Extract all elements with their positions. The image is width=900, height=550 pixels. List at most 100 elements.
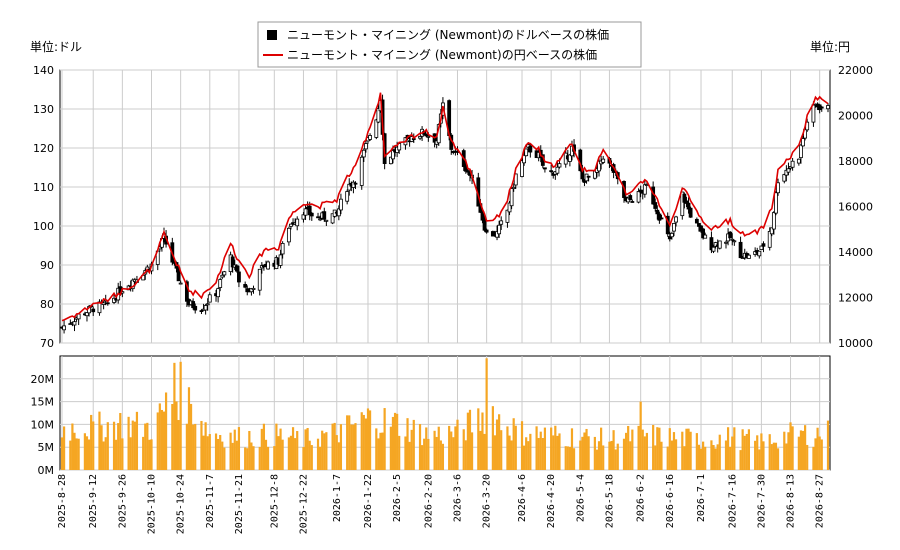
candle-body (724, 241, 728, 244)
candle-body (686, 202, 691, 210)
jpy-tick-label: 22000 (838, 64, 873, 77)
volume-bar (714, 448, 717, 470)
volume-bar (641, 429, 644, 470)
candle-body (309, 212, 314, 217)
candle-body (243, 284, 248, 288)
volume-bar (121, 438, 124, 470)
volume-bar (583, 432, 586, 470)
volume-bar (287, 437, 290, 470)
candle-body (771, 212, 776, 230)
candle-body (826, 105, 830, 110)
legend: ニューモント・マイニング (Newmont)のドルベースの株価 ニューモント・マ… (257, 21, 642, 68)
date-tick-label: 2026-7-30 (756, 474, 767, 528)
volume-bar (71, 423, 74, 470)
volume-bar (368, 410, 372, 470)
volume-bar (768, 434, 771, 470)
volume-bar (75, 438, 78, 470)
volume-bar (131, 420, 134, 470)
candle-body (307, 205, 312, 216)
volume-bar (674, 439, 678, 470)
volume-bar (568, 446, 571, 470)
volume-bar (600, 427, 603, 470)
candle-body (507, 202, 512, 213)
volume-bar (656, 427, 659, 470)
volume-bar (146, 422, 149, 470)
volume-bar (695, 433, 698, 470)
candle-body (730, 238, 735, 241)
volume-bar (171, 404, 174, 470)
candle-body (703, 234, 708, 239)
candle-body (484, 229, 489, 233)
volume-bar (425, 427, 428, 470)
volume-bar (468, 409, 472, 470)
volume-bar (348, 415, 351, 470)
candle-body (694, 218, 699, 224)
date-tick-label: 2026-6-16 (665, 474, 676, 528)
volume-bar (608, 441, 611, 470)
candle-body (418, 136, 422, 139)
candle-body (374, 119, 379, 138)
volume-bar (508, 435, 511, 470)
usd-axis: 70 80 90 100 110 120 130 140 (33, 64, 54, 350)
volume-bar (304, 429, 307, 470)
volume-bar (87, 439, 91, 470)
volume-bar (477, 408, 480, 470)
candle-body (230, 256, 235, 268)
candle-body (657, 213, 662, 221)
volume-bar (491, 406, 494, 470)
volume-bar (162, 411, 166, 470)
volume-bar (541, 437, 544, 470)
volume-bar (277, 436, 280, 470)
volume-bar (529, 433, 532, 470)
candle-body (636, 191, 641, 203)
volume-bar (142, 436, 145, 470)
candle-body (251, 287, 256, 290)
volume-bar (597, 441, 601, 470)
volume-bar (470, 432, 474, 470)
volume-bar (92, 421, 95, 470)
candle-body (713, 242, 718, 247)
volume-bar (527, 441, 530, 470)
volume-bar (323, 433, 326, 470)
volume-bar (731, 436, 734, 470)
volume-bar (552, 435, 555, 470)
volume-bar (627, 425, 630, 470)
volume-bar (150, 439, 153, 470)
candle-body (130, 279, 135, 290)
volume-bar (745, 433, 748, 470)
volume-bar (350, 424, 353, 470)
volume-tick-label: 5M (38, 441, 55, 454)
candle-body (784, 169, 789, 176)
volume-bar (512, 418, 515, 470)
volume-bar (129, 437, 132, 470)
volume-bar (500, 430, 503, 470)
volume-bar (683, 446, 686, 470)
candle-body (199, 310, 204, 312)
date-tick-label: 2026-2-20 (423, 474, 434, 528)
volume-bar (135, 411, 139, 470)
left-unit-label: 単位:ドル (30, 39, 82, 54)
volume-bar (217, 438, 220, 470)
candle-body (786, 168, 791, 173)
candle-body (653, 202, 658, 209)
candle-body (322, 211, 327, 220)
volume-bar (173, 362, 176, 470)
volume-bar (612, 430, 615, 470)
volume-bar (537, 438, 540, 470)
volume-bar (333, 422, 336, 470)
volume-bar (156, 412, 159, 470)
volume-bar (206, 436, 209, 470)
candle-body (316, 216, 320, 219)
volume-bar (179, 361, 182, 470)
volume-bar (699, 448, 703, 470)
volume-bar (789, 422, 792, 470)
volume-bar (281, 439, 284, 470)
candle-body (368, 135, 372, 140)
volume-bar (377, 438, 380, 470)
volume-bar (83, 433, 86, 470)
usd-tick-label: 130 (33, 103, 54, 116)
volume-bar (90, 414, 93, 470)
candle-body (776, 182, 780, 194)
usd-tick-label: 110 (33, 181, 54, 194)
volume-bar (306, 427, 309, 470)
